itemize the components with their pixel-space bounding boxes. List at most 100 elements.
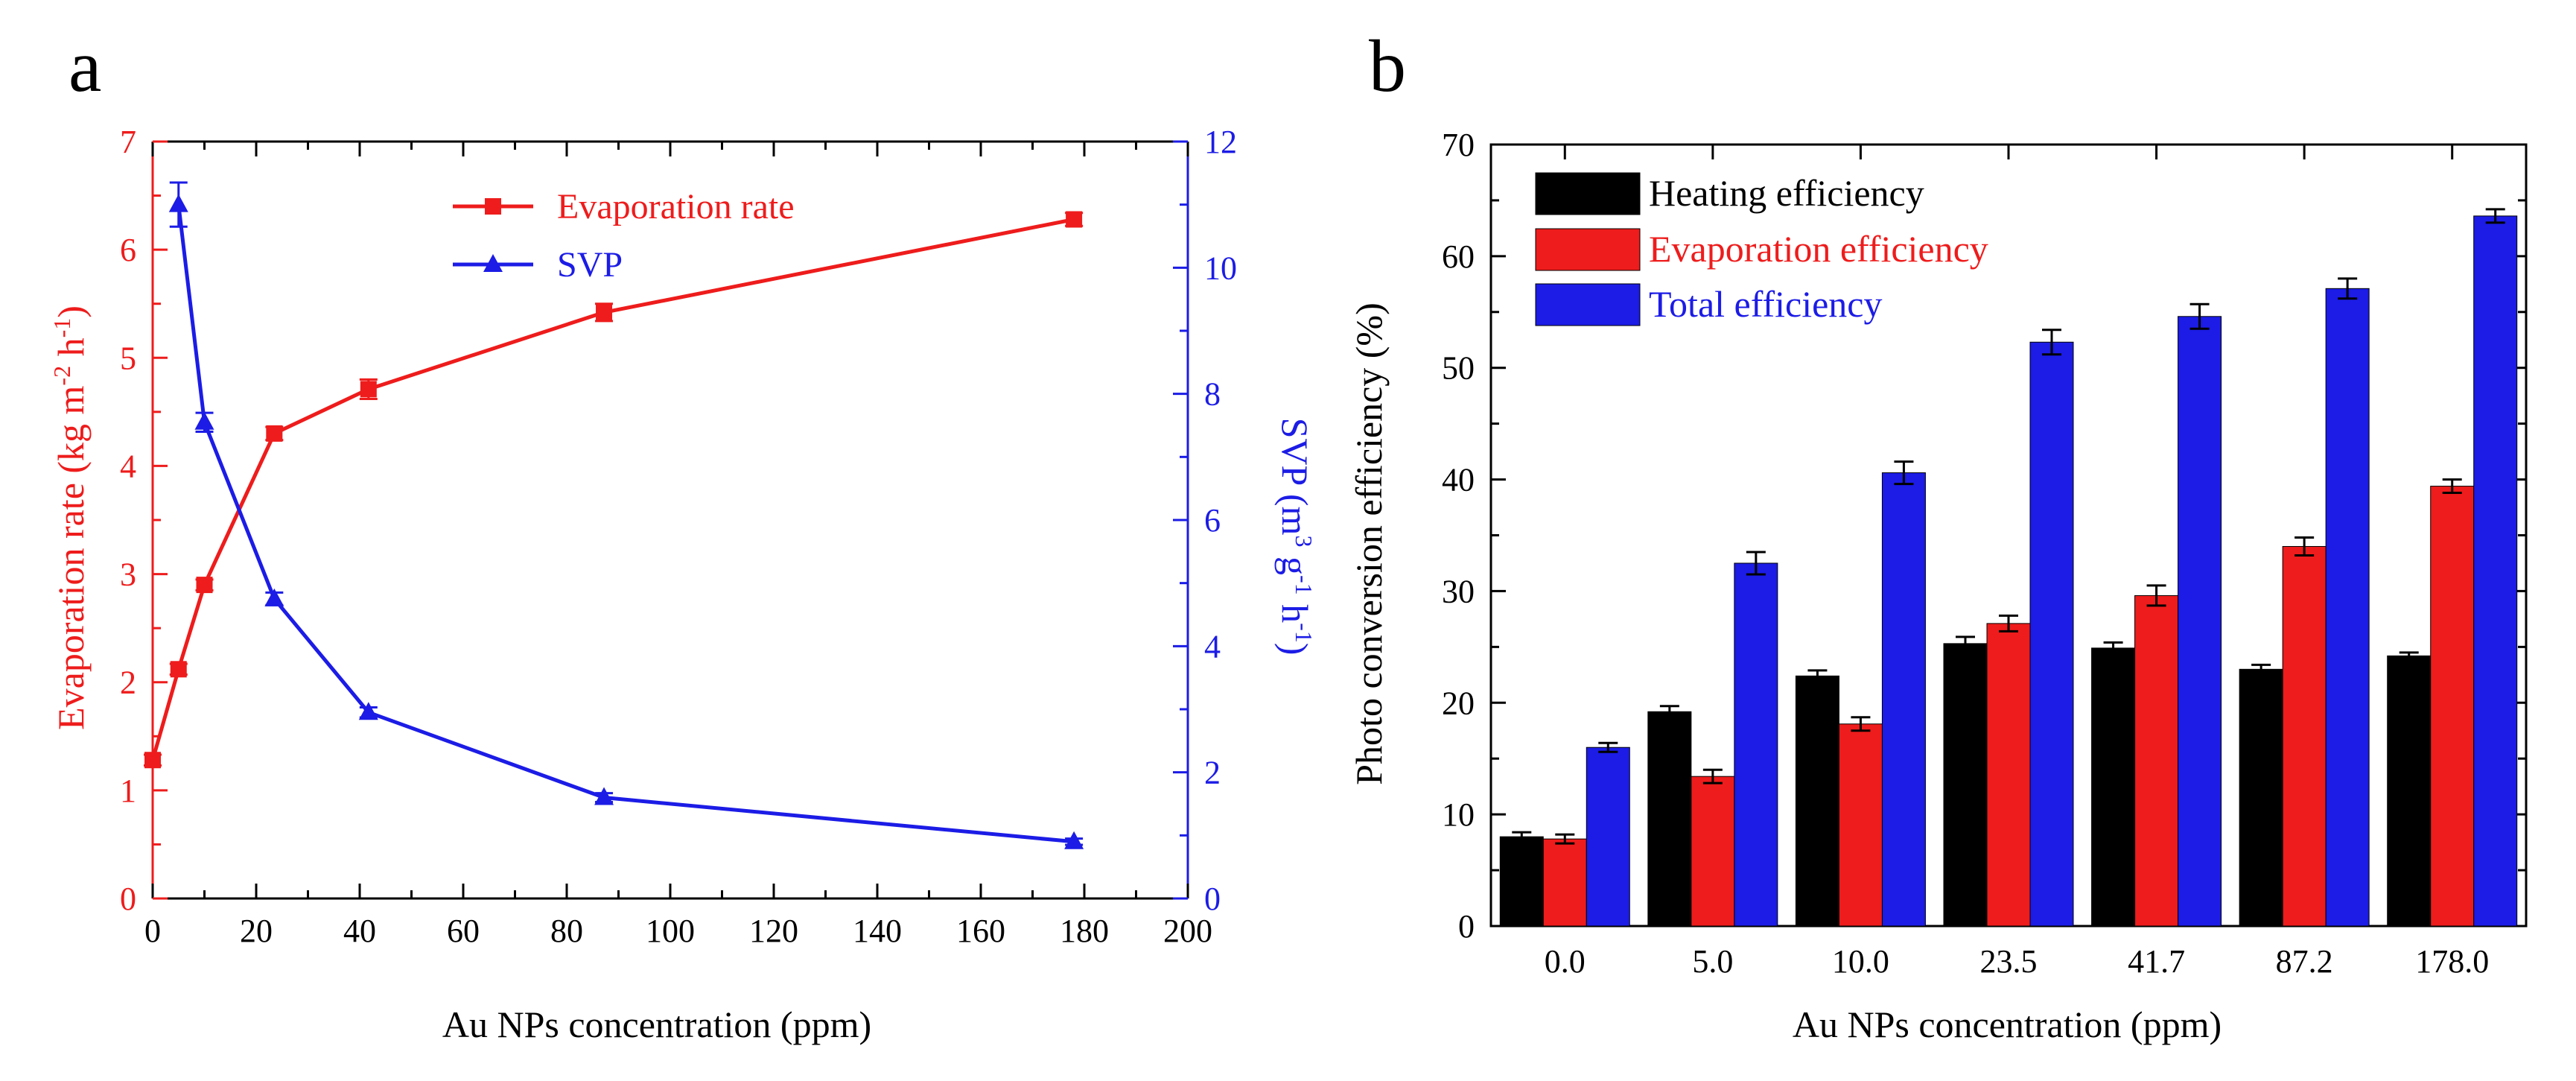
chart-b-x-tick-label: 87.2 — [2276, 943, 2333, 980]
chart-a-left-y-tick-label: 7 — [120, 124, 136, 160]
chart-a-legend-label: Evaporation rate — [557, 187, 795, 226]
chart-b-x-tick-label: 23.5 — [1980, 943, 2038, 980]
chart-a-left-y-tick-label: 5 — [120, 340, 136, 376]
chart-a-legend-marker-square — [485, 198, 501, 215]
chart-b-legend-swatch — [1535, 283, 1641, 326]
chart-a-axes: 0 20 40 60 80 100 120 140 160 180 2000123456702468… — [120, 124, 1237, 949]
chart-a-point-square — [1066, 211, 1083, 228]
chart-b-legend-label: Total efficiency — [1649, 283, 1882, 325]
chart-a-left-y-axis-label: Evaporation rate (kg m-2 h-1) — [48, 305, 92, 730]
chart-a-right-y-tick-label: 4 — [1204, 628, 1221, 665]
chart-b-bar — [1986, 623, 2031, 927]
chart-a-legend-label: SVP — [557, 245, 623, 285]
chart-b-bar — [1586, 746, 1630, 927]
chart-b-y-tick-label: 40 — [1442, 462, 1475, 498]
chart-a-point-triangle — [594, 787, 614, 805]
chart-a-left-y-tick-label: 2 — [120, 665, 136, 701]
chart-a-right-y-tick-label: 0 — [1204, 881, 1221, 917]
chart-a-left-y-tick-label: 4 — [120, 448, 136, 484]
chart-a-series-line-triangle — [176, 204, 1075, 844]
chart-a-series — [144, 181, 1084, 849]
chart-a-x-tick-label: 120 — [749, 913, 798, 949]
chart-b-legend-swatch — [1535, 172, 1641, 215]
chart-b-bar — [2387, 655, 2432, 927]
chart-a-x-tick-label: 40 — [343, 913, 376, 949]
chart-b-bar — [1499, 836, 1544, 927]
chart-a-x-tick-label: 0 — [144, 913, 161, 949]
chart-a-point-triangle — [358, 702, 378, 720]
chart-b-y-tick-label: 60 — [1442, 238, 1475, 275]
chart-a-point-square — [196, 577, 213, 594]
chart-a-point-square — [266, 425, 283, 442]
chart-b-y-tick-label: 70 — [1442, 127, 1475, 163]
chart-a: 0 20 40 60 80 100 120 140 160 180 2000123456702468… — [48, 124, 1317, 1045]
chart-a-right-y-axis-label: SVP (m3 g-1 h-1) — [1274, 418, 1317, 656]
chart-b-x-tick-label: 0.0 — [1545, 943, 1586, 980]
chart-a-right-y-tick-label: 12 — [1204, 124, 1237, 160]
chart-b-bar — [2430, 486, 2475, 927]
chart-b-bar — [1691, 776, 1735, 927]
chart-b-bar — [2134, 595, 2179, 927]
chart-b-x-tick-label: 5.0 — [1692, 943, 1733, 980]
chart-b-bar — [1795, 675, 1839, 927]
chart-b-bar — [1647, 711, 1692, 927]
chart-b-bar — [2091, 647, 2136, 927]
chart-a-right-y-tick-label: 6 — [1204, 502, 1221, 539]
chart-b-bar — [1542, 838, 1587, 927]
chart-a-right-y-tick-label: 10 — [1204, 250, 1237, 286]
chart-a-point-square — [144, 752, 161, 769]
chart-b-bar — [2029, 341, 2074, 927]
chart-b-x-tick-label: 10.0 — [1832, 943, 1889, 980]
chart-a-right-y-tick-label: 8 — [1204, 376, 1221, 413]
chart-b-legend-label: Evaporation efficiency — [1649, 228, 1988, 270]
chart-b-bar — [2239, 668, 2283, 927]
chart-b-legend-swatch — [1535, 228, 1641, 271]
chart-b-bars — [1499, 208, 2518, 927]
chart-a-right-y-tick-label: 2 — [1204, 755, 1221, 791]
chart-b: 0 10 20 30 40 50 60 70 0.0 5.0 10.0 23.5 41.7 87.2 178… — [1348, 127, 2528, 1045]
chart-a-x-axis-label: Au NPs concentration (ppm) — [442, 1004, 871, 1045]
chart-b-y-tick-label: 10 — [1442, 796, 1475, 833]
chart-b-bar — [1838, 723, 1883, 927]
chart-a-left-y-tick-label: 6 — [120, 232, 136, 268]
chart-b-bar — [2178, 316, 2222, 927]
chart-b-x-tick-label: 178.0 — [2415, 943, 2489, 980]
chart-b-y-tick-label: 20 — [1442, 685, 1475, 721]
chart-a-x-tick-label: 200 — [1163, 913, 1212, 949]
chart-a-point-triangle — [1064, 831, 1084, 849]
chart-a-point-square — [170, 661, 187, 678]
chart-a-left-y-tick-label: 1 — [120, 773, 136, 809]
chart-b-bar — [2282, 545, 2327, 927]
chart-b-bar — [1881, 472, 1926, 927]
chart-b-legend-label: Heating efficiency — [1649, 172, 1924, 214]
chart-a-point-triangle — [194, 411, 214, 430]
chart-a-legend-marker-triangle — [483, 254, 503, 272]
chart-a-point-square — [360, 381, 377, 398]
panel-a-label: a — [69, 25, 101, 107]
chart-a-x-tick-label: 20 — [240, 913, 273, 949]
chart-b-y-tick-label: 0 — [1458, 908, 1475, 945]
chart-b-y-tick-label: 50 — [1442, 350, 1475, 387]
chart-a-x-tick-label: 80 — [550, 913, 583, 949]
chart-b-bar — [2473, 215, 2518, 927]
chart-b-bar — [2325, 288, 2370, 927]
chart-a-point-triangle — [264, 588, 284, 606]
chart-a-x-tick-label: 180 — [1060, 913, 1109, 949]
chart-b-bar — [1734, 562, 1778, 927]
chart-a-x-tick-label: 140 — [853, 913, 902, 949]
chart-a-x-tick-label: 100 — [646, 913, 695, 949]
panel-b-label: b — [1369, 25, 1406, 107]
chart-b-bar — [1943, 643, 1988, 927]
chart-a-point-triangle — [168, 194, 188, 212]
chart-b-y-axis-label: Photo conversion efficiency (%) — [1348, 302, 1390, 785]
chart-b-x-axis-label: Au NPs concentration (ppm) — [1793, 1004, 2222, 1045]
chart-b-legend: Heating efficiency Evaporation efficiency… — [1535, 172, 1988, 326]
chart-a-x-tick-label: 60 — [447, 913, 480, 949]
chart-a-x-tick-label: 160 — [956, 913, 1005, 949]
chart-b-x-tick-label: 41.7 — [2128, 943, 2185, 980]
chart-a-left-y-tick-label: 0 — [120, 881, 136, 917]
chart-b-y-tick-label: 30 — [1442, 573, 1475, 609]
chart-a-point-square — [596, 304, 613, 321]
chart-a-left-y-tick-label: 3 — [120, 557, 136, 593]
